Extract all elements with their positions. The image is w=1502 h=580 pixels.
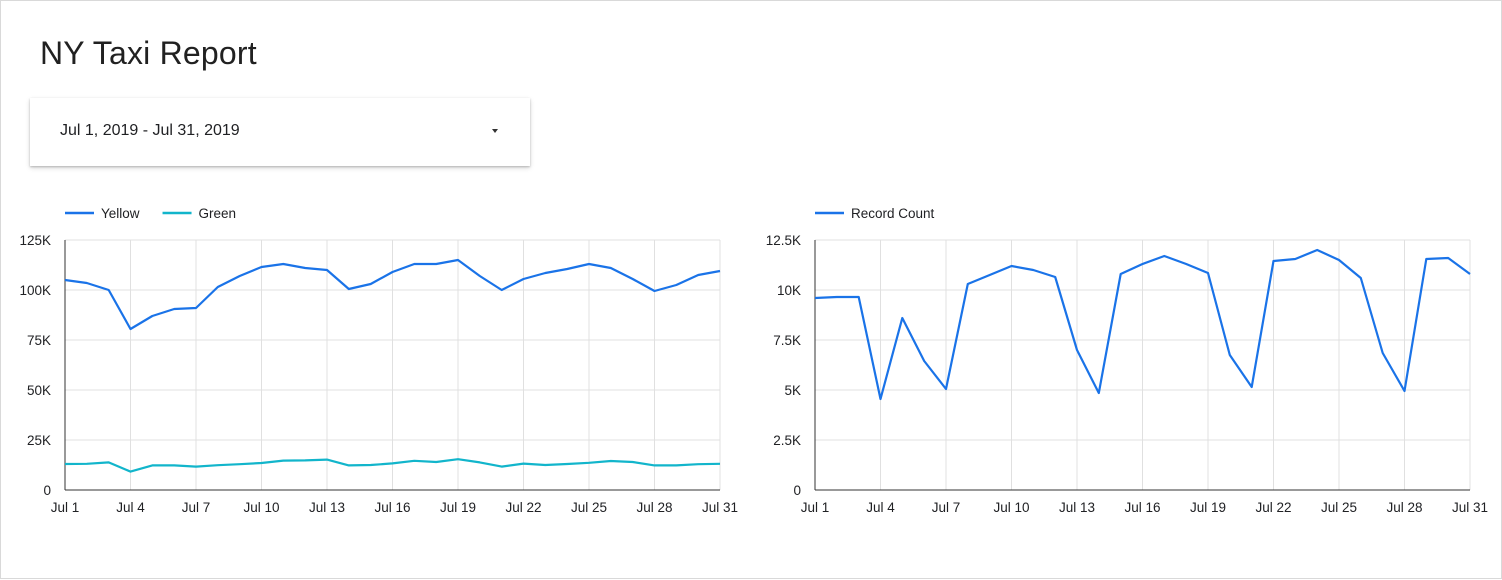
y-tick-label: 75K xyxy=(27,333,51,348)
x-tick-label: Jul 19 xyxy=(1190,500,1226,515)
x-tick-label: Jul 22 xyxy=(505,500,541,515)
chevron-down-icon[interactable] xyxy=(492,129,498,133)
page-title: NY Taxi Report xyxy=(40,35,257,71)
y-tick-label: 5K xyxy=(784,383,801,398)
x-tick-label: Jul 28 xyxy=(1386,500,1422,515)
y-tick-label: 125K xyxy=(19,233,51,248)
y-tick-label: 50K xyxy=(27,383,51,398)
x-tick-label: Jul 31 xyxy=(702,500,738,515)
x-tick-label: Jul 10 xyxy=(243,500,279,515)
date-range-control[interactable]: Jul 1, 2019 - Jul 31, 2019 xyxy=(30,98,530,166)
x-tick-label: Jul 13 xyxy=(1059,500,1095,515)
legend-label-yellow: Yellow xyxy=(101,206,140,221)
series-line-yellow xyxy=(64,258,721,331)
x-tick-label: Jul 10 xyxy=(993,500,1029,515)
x-tick-label: Jul 16 xyxy=(1124,500,1160,515)
x-tick-label: Jul 25 xyxy=(1321,500,1357,515)
x-tick-label: Jul 16 xyxy=(374,500,410,515)
x-tick-label: Jul 25 xyxy=(571,500,607,515)
x-tick-label: Jul 31 xyxy=(1452,500,1488,515)
legend-label-record-count: Record Count xyxy=(851,206,935,221)
y-tick-label: 0 xyxy=(793,483,801,498)
x-tick-label: Jul 1 xyxy=(801,500,830,515)
x-tick-label: Jul 19 xyxy=(440,500,476,515)
x-tick-label: Jul 22 xyxy=(1255,500,1291,515)
x-tick-label: Jul 4 xyxy=(116,500,145,515)
legend-label-green: Green xyxy=(199,206,237,221)
x-tick-label: Jul 13 xyxy=(309,500,345,515)
series-line-record-count xyxy=(814,248,1471,401)
y-tick-label: 25K xyxy=(27,433,51,448)
y-tick-label: 2.5K xyxy=(773,433,801,448)
y-tick-label: 12.5K xyxy=(766,233,801,248)
series-line-green xyxy=(64,458,721,473)
y-tick-label: 7.5K xyxy=(773,333,801,348)
x-tick-label: Jul 4 xyxy=(866,500,895,515)
x-tick-label: Jul 7 xyxy=(932,500,961,515)
x-tick-label: Jul 7 xyxy=(182,500,211,515)
date-range-label: Jul 1, 2019 - Jul 31, 2019 xyxy=(60,122,240,139)
y-tick-label: 0 xyxy=(43,483,51,498)
y-tick-label: 10K xyxy=(777,283,801,298)
y-tick-label: 100K xyxy=(19,283,51,298)
x-tick-label: Jul 1 xyxy=(51,500,80,515)
x-tick-label: Jul 28 xyxy=(636,500,672,515)
